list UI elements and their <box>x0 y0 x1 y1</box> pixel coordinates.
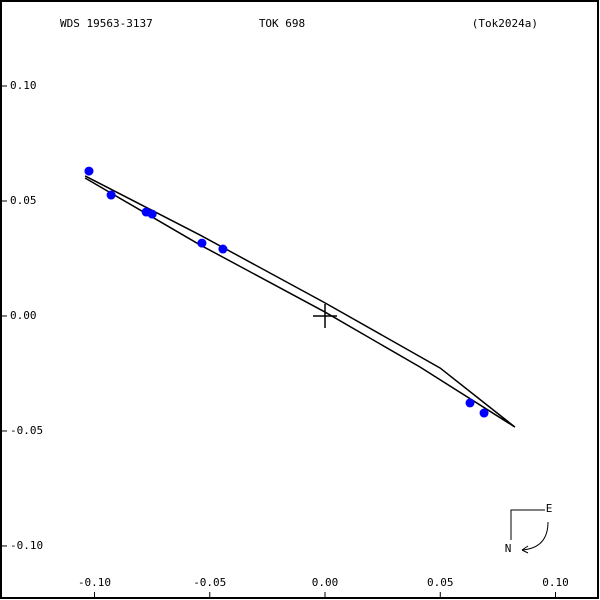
observation <box>218 244 228 254</box>
observation <box>197 238 207 248</box>
compass: E N <box>505 502 553 555</box>
orbit <box>84 175 516 428</box>
header-left: WDS 19563-3137 <box>60 17 153 30</box>
y-tick-label: -0.10 <box>10 539 43 552</box>
x-tick-label: -0.10 <box>78 576 111 589</box>
observation <box>106 190 116 200</box>
observation <box>465 398 475 408</box>
compass-east: E <box>546 502 553 515</box>
x-tick-label: 0.05 <box>427 576 454 589</box>
y-tick-label: 0.10 <box>10 79 37 92</box>
observation <box>147 209 157 219</box>
header-center: TOK 698 <box>259 17 305 30</box>
y-tick-label: 0.00 <box>10 309 37 322</box>
x-tick-label: -0.05 <box>193 576 226 589</box>
compass-north: N <box>505 542 512 555</box>
observation <box>479 408 489 418</box>
y-tick-label: -0.05 <box>10 424 43 437</box>
y-tick-label: 0.05 <box>10 194 37 207</box>
primary-star <box>313 303 338 328</box>
x-tick-label: 0.00 <box>312 576 339 589</box>
header-right: (Tok2024a) <box>472 17 538 30</box>
observation <box>84 166 94 176</box>
x-tick-label: 0.10 <box>542 576 569 589</box>
